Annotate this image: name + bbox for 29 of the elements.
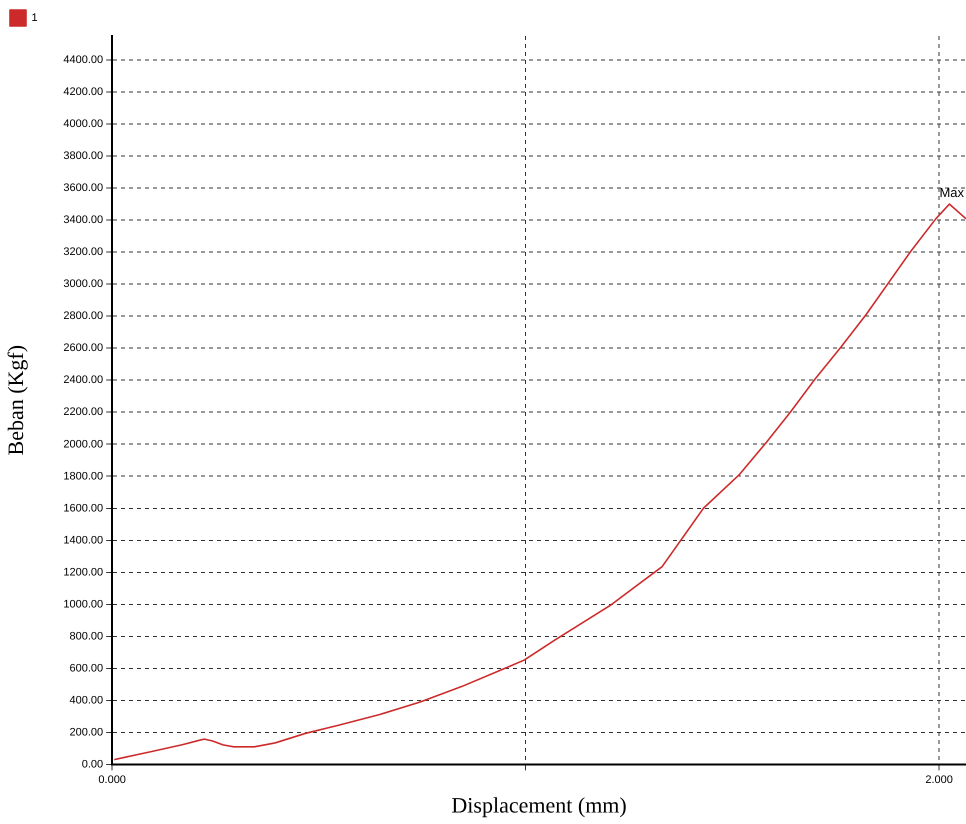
y-tick-label: 3800.00	[63, 150, 104, 162]
y-tick-label: 400.00	[70, 694, 104, 706]
y-tick-label: 600.00	[70, 662, 104, 674]
y-tick-label: 1400.00	[63, 534, 104, 546]
y-axis-title: Beban (Kgf)	[2, 344, 28, 456]
legend-label: 1	[32, 12, 38, 24]
y-tick-label: 1000.00	[63, 598, 104, 610]
y-tick-label: 3200.00	[63, 246, 104, 258]
y-tick-label: 2400.00	[63, 374, 104, 386]
y-tick-label: 4400.00	[63, 54, 104, 66]
y-tick-label: 1800.00	[63, 470, 104, 482]
y-tick-label: 2600.00	[63, 342, 104, 354]
y-tick-label: 1600.00	[63, 502, 104, 514]
y-tick-label: 2200.00	[63, 406, 104, 418]
annotation: Max	[939, 185, 965, 200]
y-tick-label: 1200.00	[63, 566, 104, 578]
y-tick-label: 3400.00	[63, 214, 104, 226]
y-tick-label: 200.00	[70, 726, 104, 738]
y-tick-label: 3000.00	[63, 278, 104, 290]
y-tick-label: 3600.00	[63, 182, 104, 194]
y-tick-label: 2000.00	[63, 438, 104, 450]
x-tick-label: 0.000	[98, 774, 126, 786]
y-tick-label: 0.00	[82, 758, 104, 770]
x-axis-title: Displacement (mm)	[451, 792, 627, 818]
y-tick-label: 800.00	[70, 630, 104, 642]
x-tick-label: 2.000	[925, 774, 953, 786]
y-tick-label: 4000.00	[63, 118, 104, 130]
y-tick-label: 2800.00	[63, 310, 104, 322]
y-tick-label: 4200.00	[63, 86, 104, 98]
